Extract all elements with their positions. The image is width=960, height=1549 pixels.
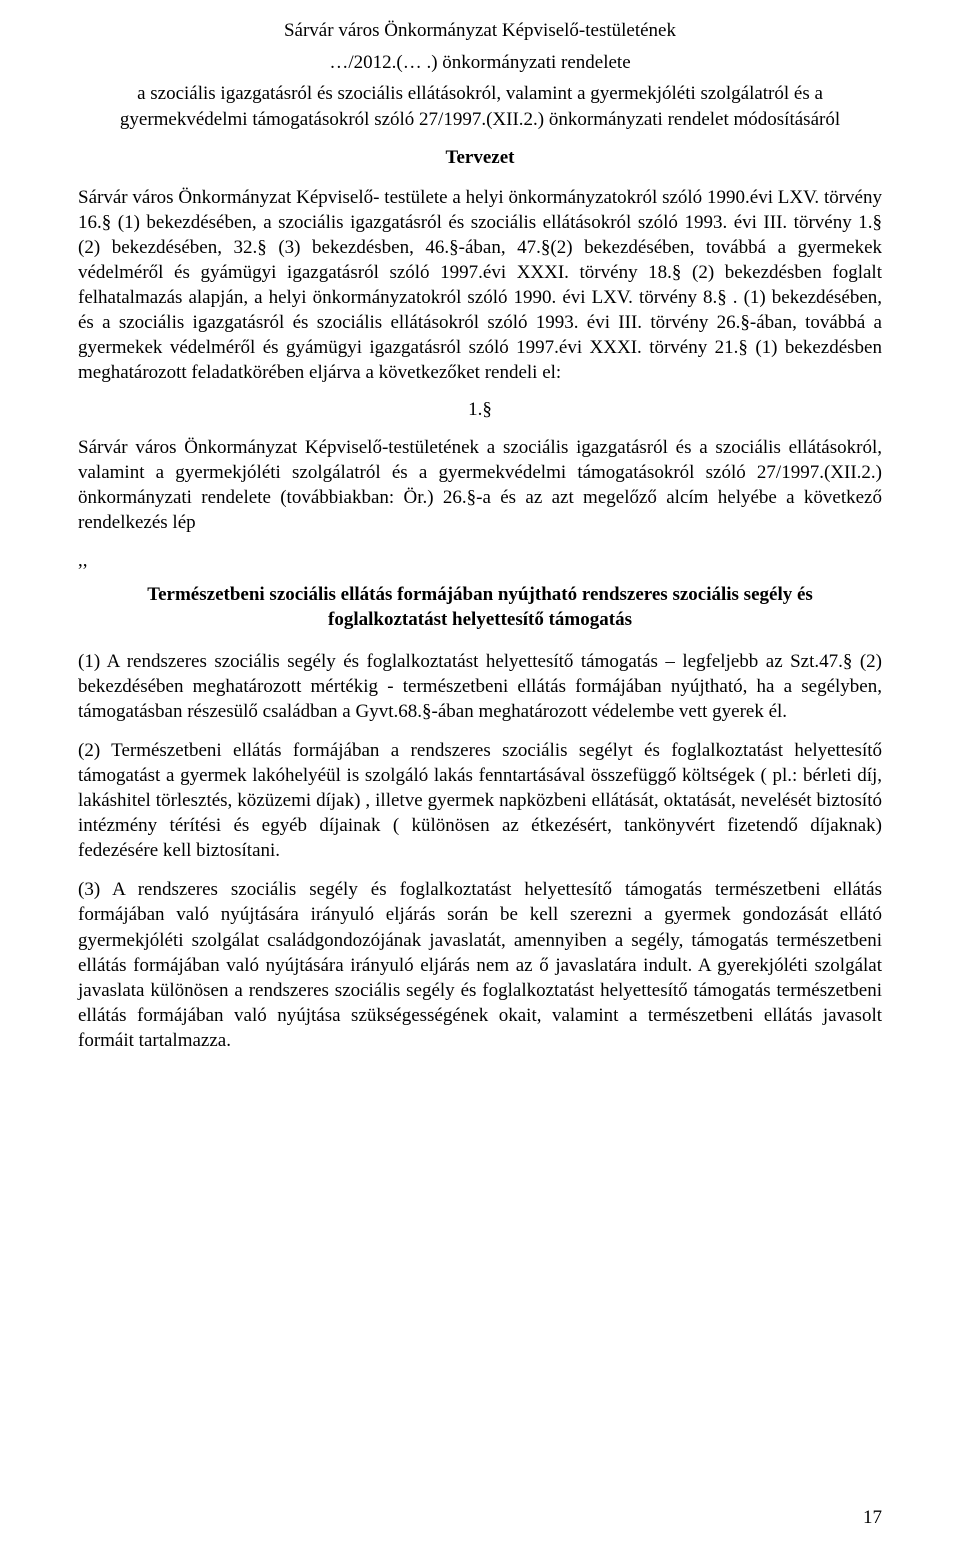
numbered-para-1: (1) A rendszeres szociális segély és fog…: [78, 649, 882, 724]
doc-title-line3: a szociális igazgatásról és szociális el…: [78, 81, 882, 132]
para-1: Sárvár város Önkormányzat Képviselő-test…: [78, 435, 882, 535]
doc-title-line1: Sárvár város Önkormányzat Képviselő-test…: [78, 18, 882, 44]
draft-label: Tervezet: [78, 147, 882, 169]
numbered-para-3: (3) A rendszeres szociális segély és fog…: [78, 877, 882, 1053]
section-number: 1.§: [78, 399, 882, 421]
intro-paragraph: Sárvár város Önkormányzat Képviselő- tes…: [78, 185, 882, 386]
opening-quote: ,,: [78, 550, 882, 572]
page-number: 17: [863, 1507, 882, 1529]
sub-heading-line1: Természetbeni szociális ellátás formájáb…: [147, 584, 813, 605]
numbered-para-2: (2) Természetbeni ellátás formájában a r…: [78, 738, 882, 863]
sub-heading: Természetbeni szociális ellátás formájáb…: [78, 582, 882, 633]
doc-title-line2: …/2012.(… .) önkormányzati rendelete: [78, 50, 882, 76]
sub-heading-line2: foglalkoztatást helyettesítő támogatás: [328, 609, 632, 630]
